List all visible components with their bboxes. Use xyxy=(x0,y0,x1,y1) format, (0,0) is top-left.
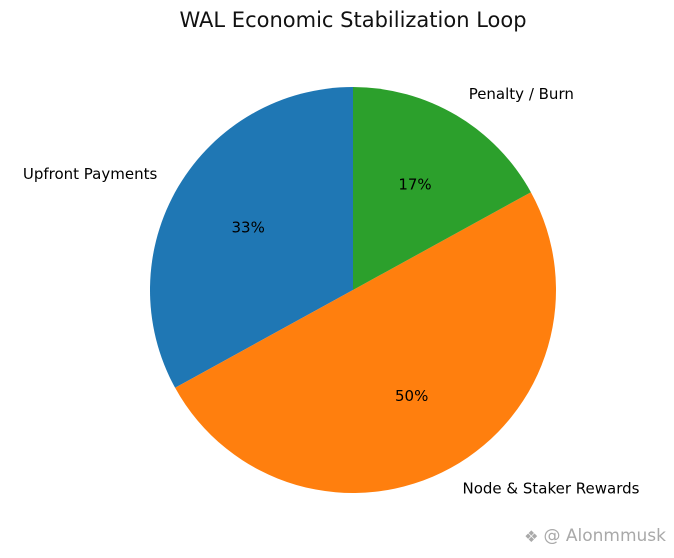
pie-percent-label-0: 33% xyxy=(232,219,265,237)
watermark-text: @ Alonmmusk xyxy=(543,526,666,546)
pie-percent-label-2: 17% xyxy=(398,176,431,194)
pie-category-label-1: Node & Staker Rewards xyxy=(463,480,640,498)
pie-percent-label-1: 50% xyxy=(395,387,428,405)
pie-slice-2 xyxy=(353,87,531,290)
pie-slice-1 xyxy=(175,192,557,494)
pie-slice-0 xyxy=(149,87,353,388)
watermark: ❖ @ Alonmmusk xyxy=(524,526,666,546)
pie-category-label-0: Upfront Payments xyxy=(23,165,158,183)
chart-title: WAL Economic Stabilization Loop xyxy=(179,8,527,32)
watermark-logo-icon: ❖ xyxy=(524,526,539,546)
pie-category-label-2: Penalty / Burn xyxy=(469,85,574,103)
